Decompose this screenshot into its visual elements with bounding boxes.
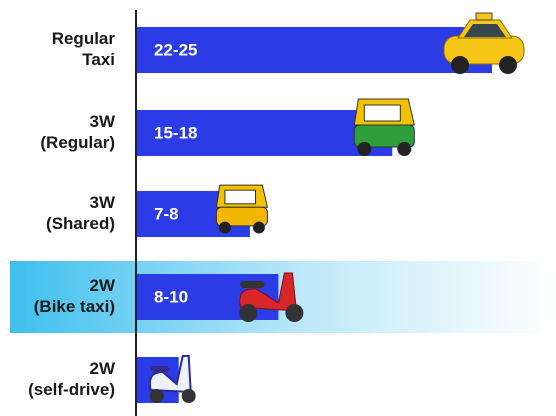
- icon-wheel: [253, 222, 265, 234]
- icon-wheel: [357, 142, 371, 156]
- category-label: 2W: [90, 359, 116, 378]
- value-label: 7-8: [154, 204, 179, 223]
- category-label: 2W: [90, 276, 116, 295]
- category-label: Taxi: [82, 50, 115, 69]
- category-label: 3W: [90, 193, 116, 212]
- value-label: 22-25: [154, 40, 197, 59]
- category-label: (Shared): [46, 214, 115, 233]
- category-label: (Bike taxi): [34, 297, 115, 316]
- value-label: 8-10: [154, 287, 188, 306]
- chart: 22-2515-187-88-103 RegularTaxi3W(Regular…: [0, 0, 556, 416]
- icon-wheel: [499, 56, 517, 74]
- vehicle-icon: [216, 185, 267, 233]
- icon-seat: [151, 366, 169, 372]
- category-label: Regular: [52, 29, 116, 48]
- icon-wheel: [239, 304, 257, 322]
- icon-sign: [476, 13, 492, 20]
- icon-wheel: [285, 304, 303, 322]
- category-label: (self-drive): [28, 380, 115, 399]
- value-label: 15-18: [154, 123, 197, 142]
- icon-wheel: [150, 389, 164, 403]
- icon-wheel: [219, 222, 231, 234]
- icon-wheel: [397, 142, 411, 156]
- category-label: 3W: [90, 112, 116, 131]
- icon-wheel: [451, 56, 469, 74]
- icon-wheel: [182, 389, 196, 403]
- icon-seat: [240, 281, 264, 288]
- icon-window: [364, 105, 400, 121]
- icon-window: [225, 190, 256, 204]
- category-label: (Regular): [40, 133, 115, 152]
- vehicle-icon: [354, 99, 414, 156]
